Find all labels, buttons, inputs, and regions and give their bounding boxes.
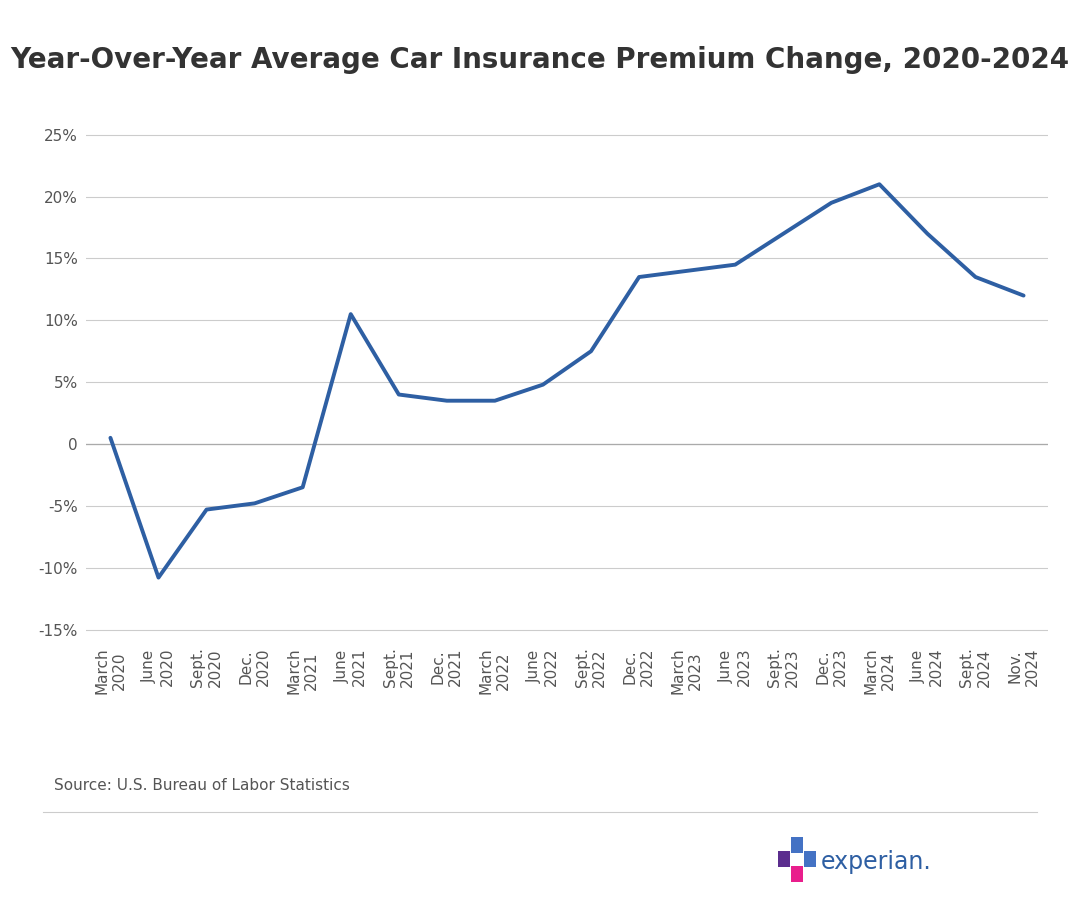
FancyBboxPatch shape — [791, 866, 804, 882]
FancyBboxPatch shape — [778, 851, 791, 867]
Text: Year-Over-Year Average Car Insurance Premium Change, 2020-2024: Year-Over-Year Average Car Insurance Pre… — [11, 46, 1069, 73]
Text: experian.: experian. — [821, 850, 932, 874]
FancyBboxPatch shape — [791, 836, 804, 853]
Text: Source: U.S. Bureau of Labor Statistics: Source: U.S. Bureau of Labor Statistics — [54, 779, 350, 793]
FancyBboxPatch shape — [804, 851, 816, 867]
